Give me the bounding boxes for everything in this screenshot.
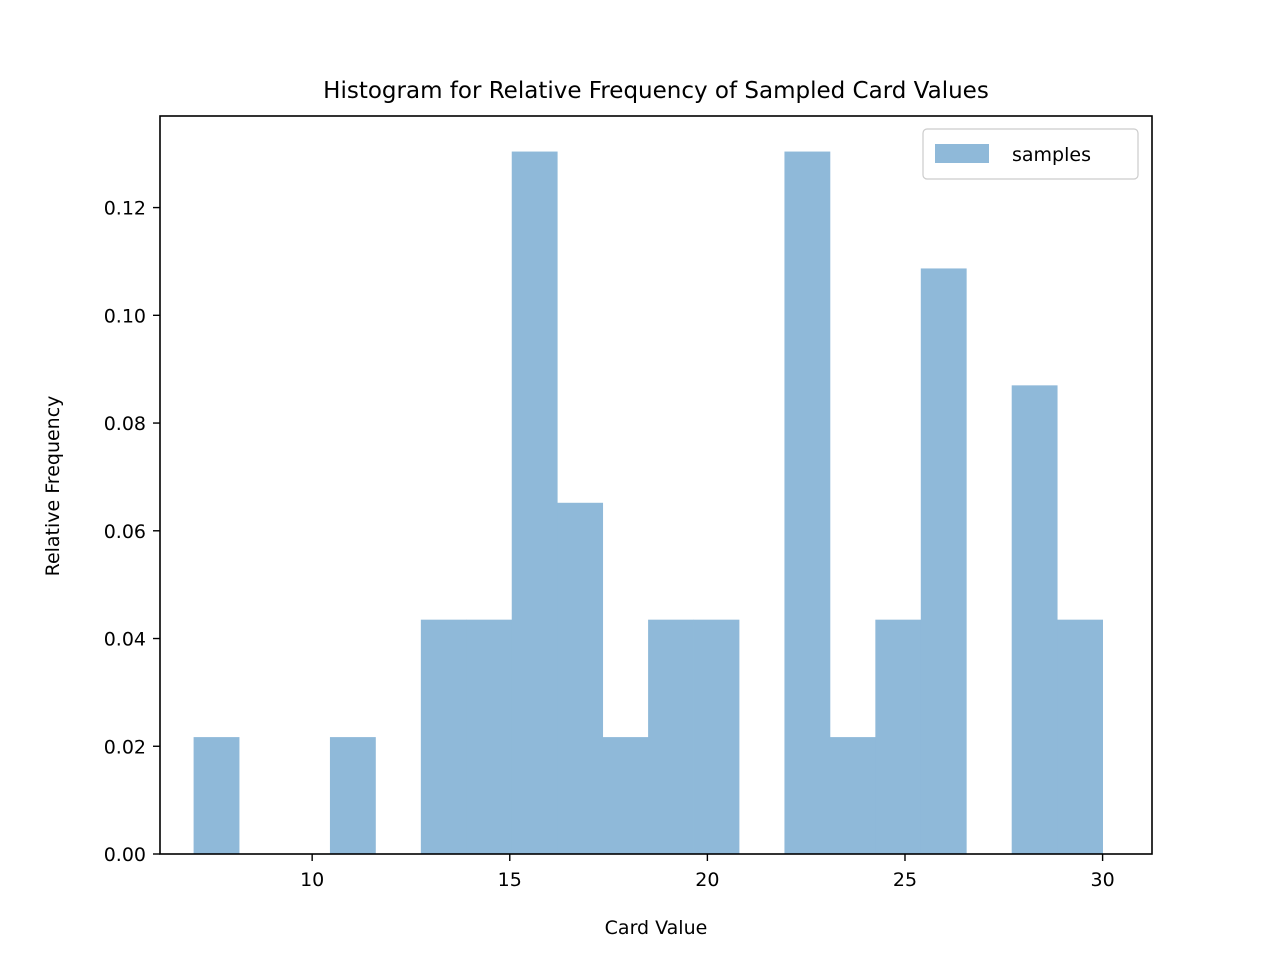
histogram-bar: [648, 619, 694, 854]
axes-layer: 10 15 20 25 30 0.00 0.02 0.04 0.06 0.08 0.10 0.12: [104, 115, 1153, 891]
histogram-bar: [511, 151, 558, 854]
y-axis-label: Relative Frequency: [42, 396, 64, 577]
y-tick-label: 0.04: [104, 629, 146, 651]
x-axis-label: Card Value: [605, 917, 708, 939]
legend: samples: [922, 128, 1139, 180]
legend-label-samples: samples: [1012, 144, 1091, 166]
x-tick-label: 20: [695, 869, 719, 891]
plot-frame: [159, 115, 1153, 855]
histogram-bar: [1057, 619, 1103, 854]
histogram-bar: [875, 619, 922, 854]
histogram-bar: [193, 737, 240, 854]
chart-title: Histogram for Relative Frequency of Samp…: [323, 78, 989, 104]
x-tick-label: 25: [893, 869, 917, 891]
y-tick-label: 0.00: [104, 844, 146, 866]
histogram-bar: [420, 619, 467, 854]
histogram-bar: [329, 737, 376, 854]
histogram-bar: [784, 151, 831, 854]
histogram-bar: [693, 619, 740, 854]
y-tick-label: 0.08: [104, 413, 146, 435]
histogram-bar: [602, 737, 649, 854]
histogram-bar: [557, 502, 604, 854]
histogram-bar: [1011, 385, 1058, 854]
legend-frame: [922, 128, 1139, 180]
histogram-bar: [466, 619, 513, 854]
x-tick-label: 15: [498, 869, 522, 891]
bars-layer: [193, 151, 1103, 854]
x-tick-label: 30: [1091, 869, 1115, 891]
histogram-bar: [920, 268, 967, 854]
histogram-bar: [829, 737, 876, 854]
legend-swatch-samples: [935, 144, 989, 163]
x-tick-label: 10: [300, 869, 324, 891]
y-tick-label: 0.02: [104, 736, 146, 758]
y-tick-label: 0.10: [104, 305, 146, 327]
y-tick-label: 0.06: [104, 521, 146, 543]
y-tick-label: 0.12: [104, 198, 146, 220]
